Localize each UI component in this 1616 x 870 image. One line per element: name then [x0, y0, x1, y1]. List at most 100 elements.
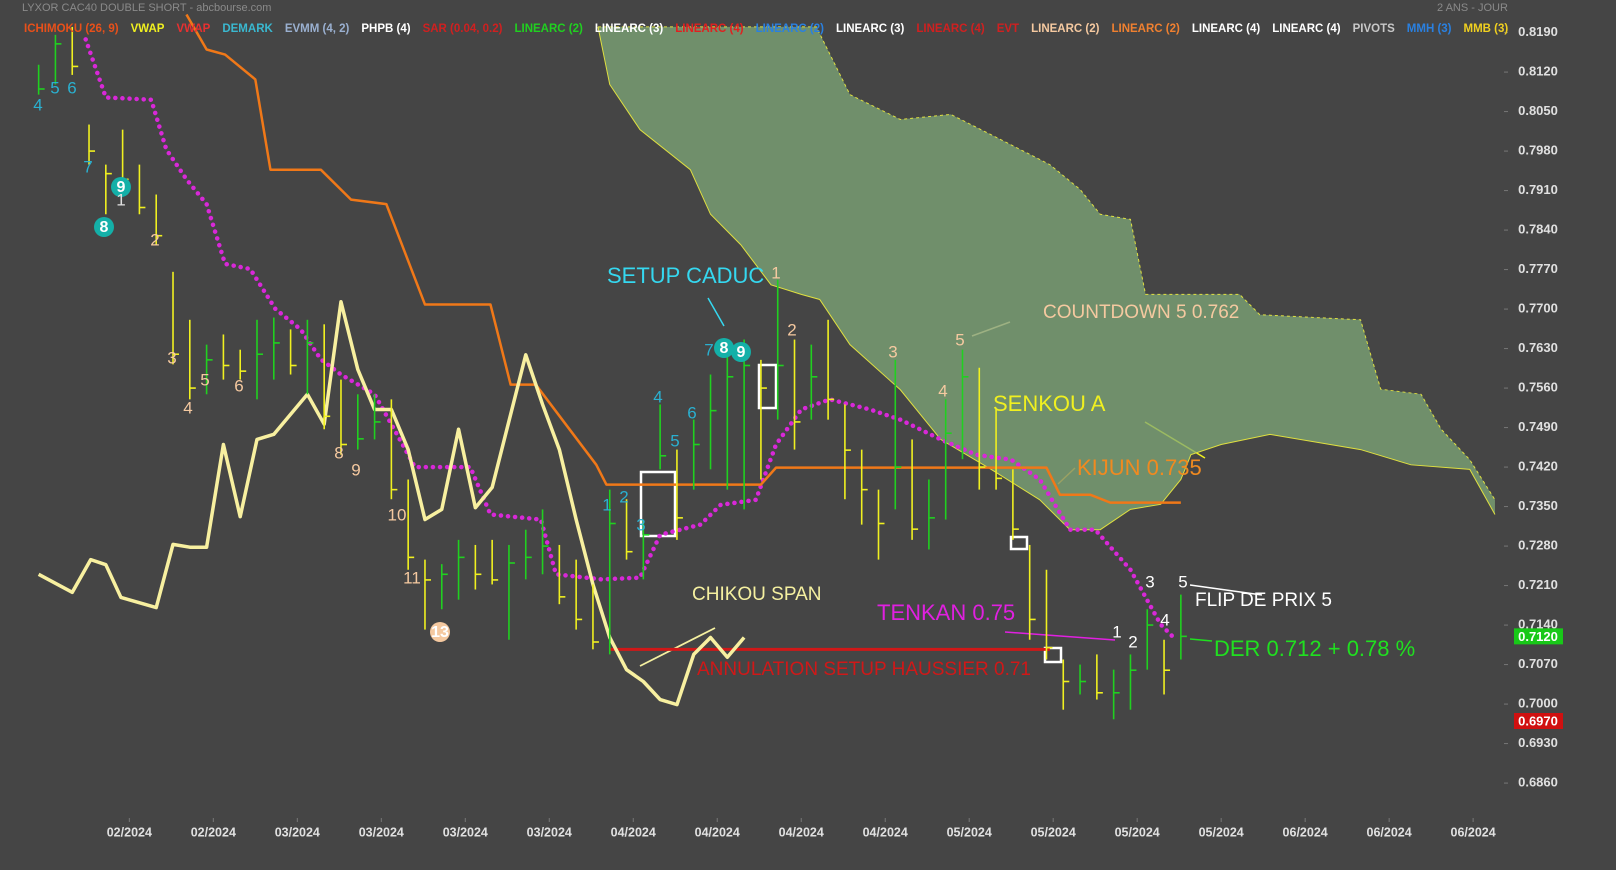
count-label: 2: [1128, 632, 1137, 651]
annotation: SETUP CADUC: [607, 263, 764, 288]
annotation: CHIKOU SPAN: [692, 584, 822, 605]
count-label: 5: [955, 330, 964, 349]
overlay-line: [83, 37, 1179, 642]
senkou-b: [597, 26, 1496, 501]
count-label: 1: [1112, 622, 1121, 641]
count-badge: [731, 342, 751, 362]
setup-box: [1043, 646, 1063, 664]
count-label: 6: [234, 376, 243, 395]
x-tick-label: 02/2024: [191, 825, 236, 839]
x-tick-label: 05/2024: [1115, 825, 1160, 839]
x-tick-label: 03/2024: [443, 825, 488, 839]
count-label: 5: [50, 78, 59, 97]
legend-item[interactable]: DEMARK: [222, 23, 273, 35]
legend-item[interactable]: LINEARC (2): [1031, 23, 1100, 35]
legend-item[interactable]: LINEARC (3): [835, 23, 905, 35]
count-label: 7: [83, 157, 92, 176]
count-label: 2: [150, 230, 159, 249]
setup-box: [639, 470, 677, 538]
count-badge: [111, 177, 131, 197]
overlay-line: [185, 13, 1181, 504]
price-tag-label: 0.6970: [1518, 713, 1558, 728]
legend-item[interactable]: LINEARC (4): [1272, 23, 1341, 35]
count-label: 5: [1178, 572, 1187, 591]
count-badge: [714, 338, 734, 358]
annotation: KIJUN 0.735: [1077, 455, 1202, 480]
annotation: ANNULATION SETUP HAUSSIER 0.71: [697, 659, 1031, 680]
y-tick-label: 0.7700: [1518, 301, 1558, 316]
x-tick-label: 06/2024: [1367, 825, 1412, 839]
annotation: COUNTDOWN 5 0.762: [1043, 302, 1239, 323]
x-tick-label: 04/2024: [779, 825, 824, 839]
y-tick-label: 0.7840: [1518, 222, 1558, 237]
x-tick-label: 06/2024: [1283, 825, 1328, 839]
count-label: 6: [67, 78, 76, 97]
legend-item[interactable]: EVMM (4, 2): [284, 23, 350, 35]
count-label: 5: [670, 431, 679, 450]
count-label: 9: [351, 460, 360, 479]
price-tag-label: 0.7120: [1518, 629, 1558, 644]
y-tick-label: 0.7000: [1518, 696, 1558, 711]
y-tick-label: 0.7910: [1518, 182, 1558, 197]
ichimoku-cloud: [597, 26, 1495, 530]
annotation: TENKAN 0.75: [877, 600, 1015, 625]
x-tick-label: 03/2024: [359, 825, 404, 839]
price-tag: [1514, 713, 1563, 729]
annotation: SENKOU A: [993, 391, 1106, 416]
y-tick-label: 0.8120: [1518, 64, 1558, 79]
count-label: 3: [1145, 572, 1154, 591]
chart-subtitle: 2 ANS - JOUR: [1437, 2, 1508, 14]
legend-item[interactable]: MMH (3): [1406, 23, 1452, 35]
legend-item[interactable]: LINEARC (2): [755, 23, 824, 35]
legend-item[interactable]: LINEARC (4): [916, 23, 985, 35]
y-tick-label: 0.7490: [1518, 419, 1558, 434]
y-tick-label: 0.7980: [1518, 143, 1558, 158]
count-label: 4: [1160, 610, 1169, 629]
x-tick-label: 04/2024: [863, 825, 908, 839]
legend-item[interactable]: LINEARC (3): [594, 23, 664, 35]
y-tick-label: 0.6930: [1518, 735, 1558, 750]
y-tick-label: 0.8190: [1518, 24, 1558, 39]
annotation: FLIP DE PRIX 5: [1195, 590, 1332, 611]
count-label: 4: [653, 387, 662, 406]
legend-item[interactable]: PHPB (4): [361, 23, 411, 35]
count-label: 1: [602, 495, 611, 514]
legend-item[interactable]: LINEARC (2): [514, 23, 583, 35]
price-tag: [1514, 628, 1563, 645]
count-badge: [430, 622, 450, 642]
legend-item[interactable]: MMB (3): [1463, 23, 1509, 35]
legend-item[interactable]: EVT: [996, 23, 1020, 35]
senkou-a: [597, 26, 1496, 531]
legend-item[interactable]: PIVOTS: [1352, 23, 1395, 35]
count-label: 3: [888, 342, 897, 361]
legend-item[interactable]: LINEARC (4): [675, 23, 744, 35]
arrow: [707, 297, 725, 327]
arrow: [639, 627, 716, 667]
count-label: 10: [388, 505, 407, 524]
y-tick-label: 0.7350: [1518, 498, 1558, 513]
count-label: 8: [334, 443, 343, 462]
annotation: DER 0.712 + 0.78 %: [1214, 636, 1415, 661]
legend-item[interactable]: VWAP: [130, 23, 165, 35]
legend-item[interactable]: VWAP: [176, 23, 211, 35]
legend-item[interactable]: SAR (0.04, 0.2): [422, 23, 503, 35]
y-tick-label: 0.6860: [1518, 775, 1558, 790]
x-tick-label: 03/2024: [527, 825, 572, 839]
setup-box: [1009, 535, 1029, 551]
count-label: 1: [116, 190, 125, 209]
count-label: 8: [100, 219, 109, 236]
count-label: 2: [619, 487, 628, 506]
x-tick-label: 05/2024: [1031, 825, 1076, 839]
y-tick-label: 0.7210: [1518, 577, 1558, 592]
arrow: [1189, 584, 1263, 596]
count-label: 4: [938, 381, 947, 400]
count-label: 7: [704, 340, 713, 359]
x-tick-label: 04/2024: [611, 825, 656, 839]
count-label: 6: [687, 403, 696, 422]
legend-item[interactable]: LINEARC (2): [1111, 23, 1180, 35]
legend-item[interactable]: LINEARC (4): [1191, 23, 1261, 35]
count-label: 8: [720, 340, 729, 357]
legend-item[interactable]: ICHIMOKU (26, 9): [24, 23, 119, 35]
